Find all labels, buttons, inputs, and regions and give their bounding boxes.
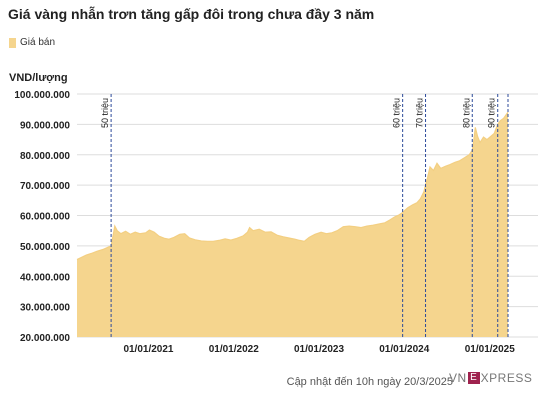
x-tick-label: 01/01/2023 <box>294 344 344 355</box>
y-tick-label: 20.000.000 <box>20 333 70 344</box>
price-area <box>77 112 508 337</box>
area-series <box>76 111 509 337</box>
logo-box: E <box>467 372 480 384</box>
y-tick-label: 70.000.000 <box>20 181 70 192</box>
annotation-label: 60 triệu <box>392 98 402 128</box>
x-tick-label: 01/01/2022 <box>209 344 259 355</box>
annotation-label: 90 triệu <box>487 98 497 128</box>
annotation-label: 80 triệu <box>461 98 471 128</box>
annotation-lines: 50 triệu 60 triệu 70 triệu 80 triệu 90 triệu <box>100 94 509 337</box>
update-note: Cập nhật đến 10h ngày 20/3/2025 <box>286 376 453 388</box>
y-tick-label: 100.000.000 <box>14 90 70 101</box>
y-tick-label: 60.000.000 <box>20 212 70 223</box>
y-tick-label: 50.000.000 <box>20 242 70 253</box>
x-tick-label: 01/01/2025 <box>465 344 515 355</box>
y-tick-label: 40.000.000 <box>20 272 70 283</box>
x-tick-label: 01/01/2021 <box>123 344 173 355</box>
chart-title: Giá vàng nhẫn trơn tăng gấp đôi trong ch… <box>8 6 375 22</box>
x-tick-label: 01/01/2024 <box>379 344 429 355</box>
y-tick-label: 80.000.000 <box>20 151 70 162</box>
price-line <box>76 111 509 261</box>
logo-text-pre: VN <box>449 371 467 385</box>
legend: Giá bán <box>9 37 55 48</box>
logo-text-post: XPRESS <box>480 371 533 385</box>
y-axis: 100.000.000 90.000.000 80.000.000 70.000.00… <box>14 90 70 344</box>
annotation-label: 70 triệu <box>415 98 425 128</box>
legend-swatch <box>9 37 16 48</box>
legend-label: Giá bán <box>20 37 56 48</box>
y-tick-label: 90.000.000 <box>20 120 70 131</box>
x-axis: 01/01/2021 01/01/2022 01/01/2023 01/01/2024… <box>123 344 515 355</box>
y-axis-unit-label: VND/lượng <box>9 72 68 84</box>
y-tick-label: 30.000.000 <box>20 303 70 314</box>
annotation-label: 50 triệu <box>100 98 110 128</box>
vnexpress-logo: VN E XPRESS <box>449 371 532 385</box>
